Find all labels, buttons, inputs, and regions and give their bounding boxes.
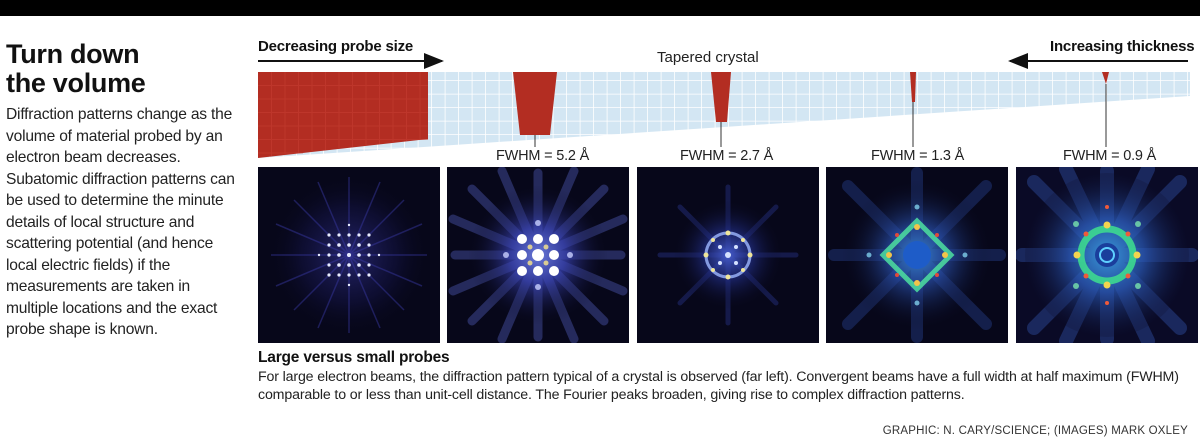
fwhm-2-7-pattern — [637, 167, 819, 343]
bottom-text: For large electron beams, the diffractio… — [258, 369, 1179, 403]
decreasing-probe-size-label: Decreasing probe size — [258, 38, 414, 55]
fwhm-5-2-pattern — [447, 167, 629, 343]
increasing-thickness-label: Increasing thickness — [1050, 38, 1195, 55]
fwhm-0-9-pattern — [1016, 167, 1198, 343]
intro-text: Diffraction patterns change as the volum… — [6, 106, 235, 338]
large-probe-block — [258, 72, 428, 158]
fwhm-label-1: FWHM = 5.2 Å — [496, 148, 590, 164]
fwhm-label-4: FWHM = 0.9 Å — [1063, 148, 1157, 164]
graphic-credit: GRAPHIC: N. CARY/SCIENCE; (IMAGES) MARK … — [882, 425, 1188, 437]
probe-3-beam — [910, 72, 916, 102]
intro-column: Turn down the volume Diffraction pattern… — [6, 40, 246, 341]
tapered-crystal-label: Tapered crystal — [657, 49, 759, 66]
headline-line-2: the volume — [6, 68, 146, 98]
tapered-crystal-diagram — [258, 53, 1190, 158]
large-probe-pattern — [258, 167, 440, 343]
probe-4-beam — [1102, 72, 1109, 84]
fwhm-label-2: FWHM = 2.7 Å — [680, 148, 774, 164]
headline-line-1: Turn down — [6, 39, 140, 69]
fwhm-label-3: FWHM = 1.3 Å — [871, 148, 965, 164]
probe-2-beam — [711, 72, 731, 122]
headline: Turn down the volume — [6, 40, 246, 98]
probe-1-beam — [513, 72, 557, 135]
bottom-title: Large versus small probes — [258, 349, 450, 366]
fwhm-1-3-pattern — [826, 167, 1008, 343]
top-rule — [0, 0, 1200, 16]
